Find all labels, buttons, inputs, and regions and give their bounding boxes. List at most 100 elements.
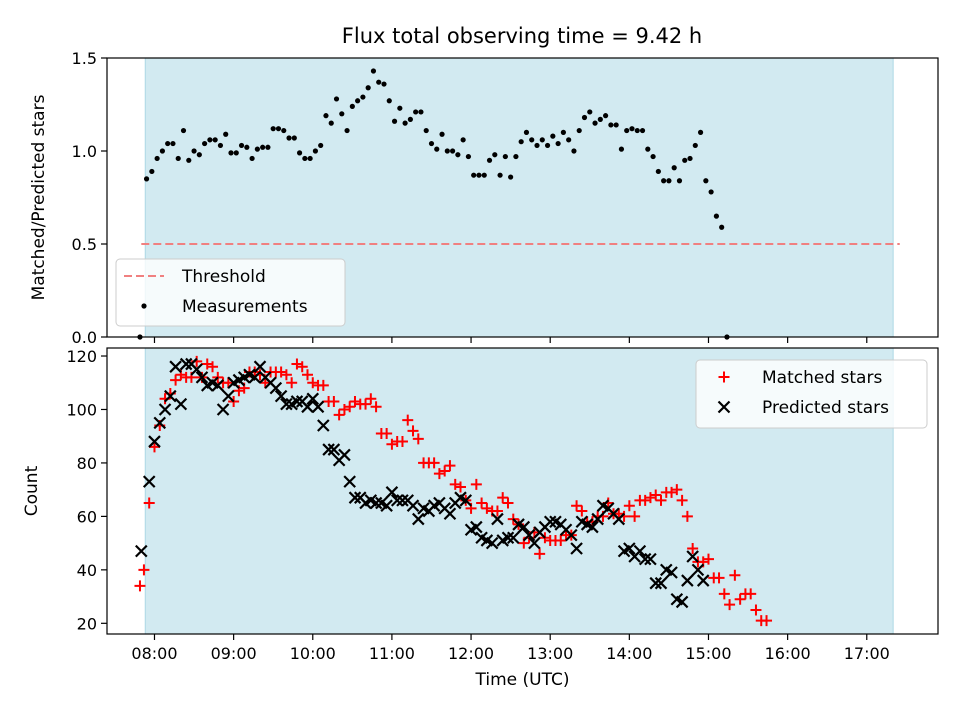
measurement-point bbox=[418, 109, 424, 115]
predicted-point bbox=[280, 397, 293, 411]
measurement-point bbox=[244, 144, 250, 150]
predicted-point bbox=[528, 536, 541, 550]
predicted-point bbox=[406, 499, 420, 512]
predicted-point bbox=[343, 475, 356, 488]
predicted-point bbox=[686, 550, 699, 563]
matched-point bbox=[412, 433, 424, 445]
measurement-point bbox=[592, 120, 598, 126]
measurement-point bbox=[439, 131, 445, 137]
measurement-point bbox=[597, 116, 603, 122]
predicted-point bbox=[216, 403, 230, 416]
matched-point bbox=[470, 478, 482, 490]
matched-point bbox=[365, 393, 377, 405]
legend-measurements-swatch bbox=[141, 303, 147, 309]
predicted-point bbox=[153, 416, 167, 430]
measurement-point bbox=[365, 85, 371, 91]
predicted-point bbox=[338, 448, 351, 462]
measurement-point bbox=[175, 155, 181, 162]
matched-point bbox=[134, 580, 146, 592]
measurement-point bbox=[471, 172, 477, 178]
matched-point bbox=[571, 500, 583, 512]
measurement-point bbox=[159, 148, 165, 154]
matched-point bbox=[576, 505, 588, 517]
measurement-point bbox=[713, 213, 720, 219]
x-tick-label: 13:00 bbox=[527, 644, 573, 663]
legend-matched-swatch bbox=[718, 371, 730, 383]
predicted-point bbox=[491, 512, 504, 526]
measurement-point bbox=[207, 137, 213, 143]
measurement-point bbox=[671, 165, 677, 171]
x-tick-label: 15:00 bbox=[685, 644, 731, 663]
predicted-point bbox=[638, 552, 652, 566]
measurement-point bbox=[238, 142, 245, 149]
x-tick-label: 09:00 bbox=[211, 644, 257, 663]
matched-point bbox=[280, 369, 292, 381]
matched-point bbox=[681, 510, 693, 522]
predicted-point bbox=[148, 435, 161, 448]
measurement-point bbox=[265, 144, 271, 150]
measurement-point bbox=[428, 140, 435, 147]
predicted-point bbox=[506, 531, 520, 545]
measurement-point bbox=[413, 109, 419, 115]
count-y-axis-label: Count bbox=[22, 465, 42, 516]
predicted-point bbox=[522, 528, 536, 542]
matched-point bbox=[317, 379, 329, 391]
measurement-point bbox=[697, 129, 704, 135]
x-axis-label: Time (UTC) bbox=[475, 670, 570, 690]
measurement-point bbox=[275, 126, 282, 132]
predicted-point bbox=[665, 566, 678, 579]
x-tick-label: 12:00 bbox=[448, 644, 494, 663]
count-x-ticks: 08:00 09:00 10:00 11:00 12:00 13:00 14:00 15:00… bbox=[131, 634, 890, 663]
y-tick-label: 100 bbox=[66, 400, 97, 419]
measurement-point bbox=[523, 129, 530, 135]
predicted-point bbox=[412, 512, 425, 526]
predicted-point bbox=[253, 360, 267, 373]
matched-point bbox=[170, 374, 182, 386]
ratio-x-ticks bbox=[153, 337, 868, 343]
predicted-point bbox=[274, 389, 288, 403]
y-tick-label: 60 bbox=[77, 507, 97, 526]
measurement-point bbox=[381, 81, 387, 87]
measurement-point bbox=[202, 140, 208, 147]
measurement-point bbox=[476, 172, 482, 178]
measurement-point bbox=[555, 140, 561, 147]
measurement-point bbox=[212, 137, 218, 143]
matched-point bbox=[729, 569, 741, 581]
predicted-point bbox=[327, 443, 341, 456]
predicted-point bbox=[586, 520, 599, 534]
ratio-marks bbox=[137, 68, 900, 340]
measurement-point bbox=[180, 127, 187, 134]
predicted-point bbox=[174, 397, 188, 411]
measurement-point bbox=[217, 142, 224, 149]
measurement-point bbox=[508, 174, 514, 180]
matched-point bbox=[207, 361, 219, 373]
predicted-point bbox=[691, 563, 705, 577]
measurement-point bbox=[486, 157, 493, 163]
measurement-point bbox=[560, 129, 566, 135]
predicted-point bbox=[142, 475, 156, 488]
count-y-ticks: 20 40 60 80 100 120 bbox=[66, 347, 107, 633]
measurement-point bbox=[692, 142, 698, 149]
measurement-point bbox=[318, 142, 324, 149]
matched-point bbox=[724, 599, 736, 611]
y-tick-label: 120 bbox=[66, 347, 97, 366]
measurement-point bbox=[397, 105, 403, 111]
ratio-legend: Threshold Measurements bbox=[115, 258, 346, 327]
matched-point bbox=[687, 542, 699, 554]
x-tick-label: 16:00 bbox=[765, 644, 811, 663]
measurement-point bbox=[645, 146, 651, 152]
measurement-point bbox=[339, 111, 345, 117]
measurement-point bbox=[550, 133, 556, 139]
predicted-point bbox=[369, 496, 383, 510]
measurement-point bbox=[613, 122, 619, 128]
measurement-point bbox=[286, 135, 292, 141]
measurement-point bbox=[360, 94, 366, 100]
matched-point bbox=[655, 494, 667, 506]
x-tick-label: 08:00 bbox=[131, 644, 177, 663]
measurement-point bbox=[233, 150, 239, 156]
measurement-point bbox=[407, 116, 413, 122]
matched-point bbox=[396, 436, 408, 448]
matched-point bbox=[713, 572, 725, 584]
predicted-point bbox=[135, 544, 148, 558]
